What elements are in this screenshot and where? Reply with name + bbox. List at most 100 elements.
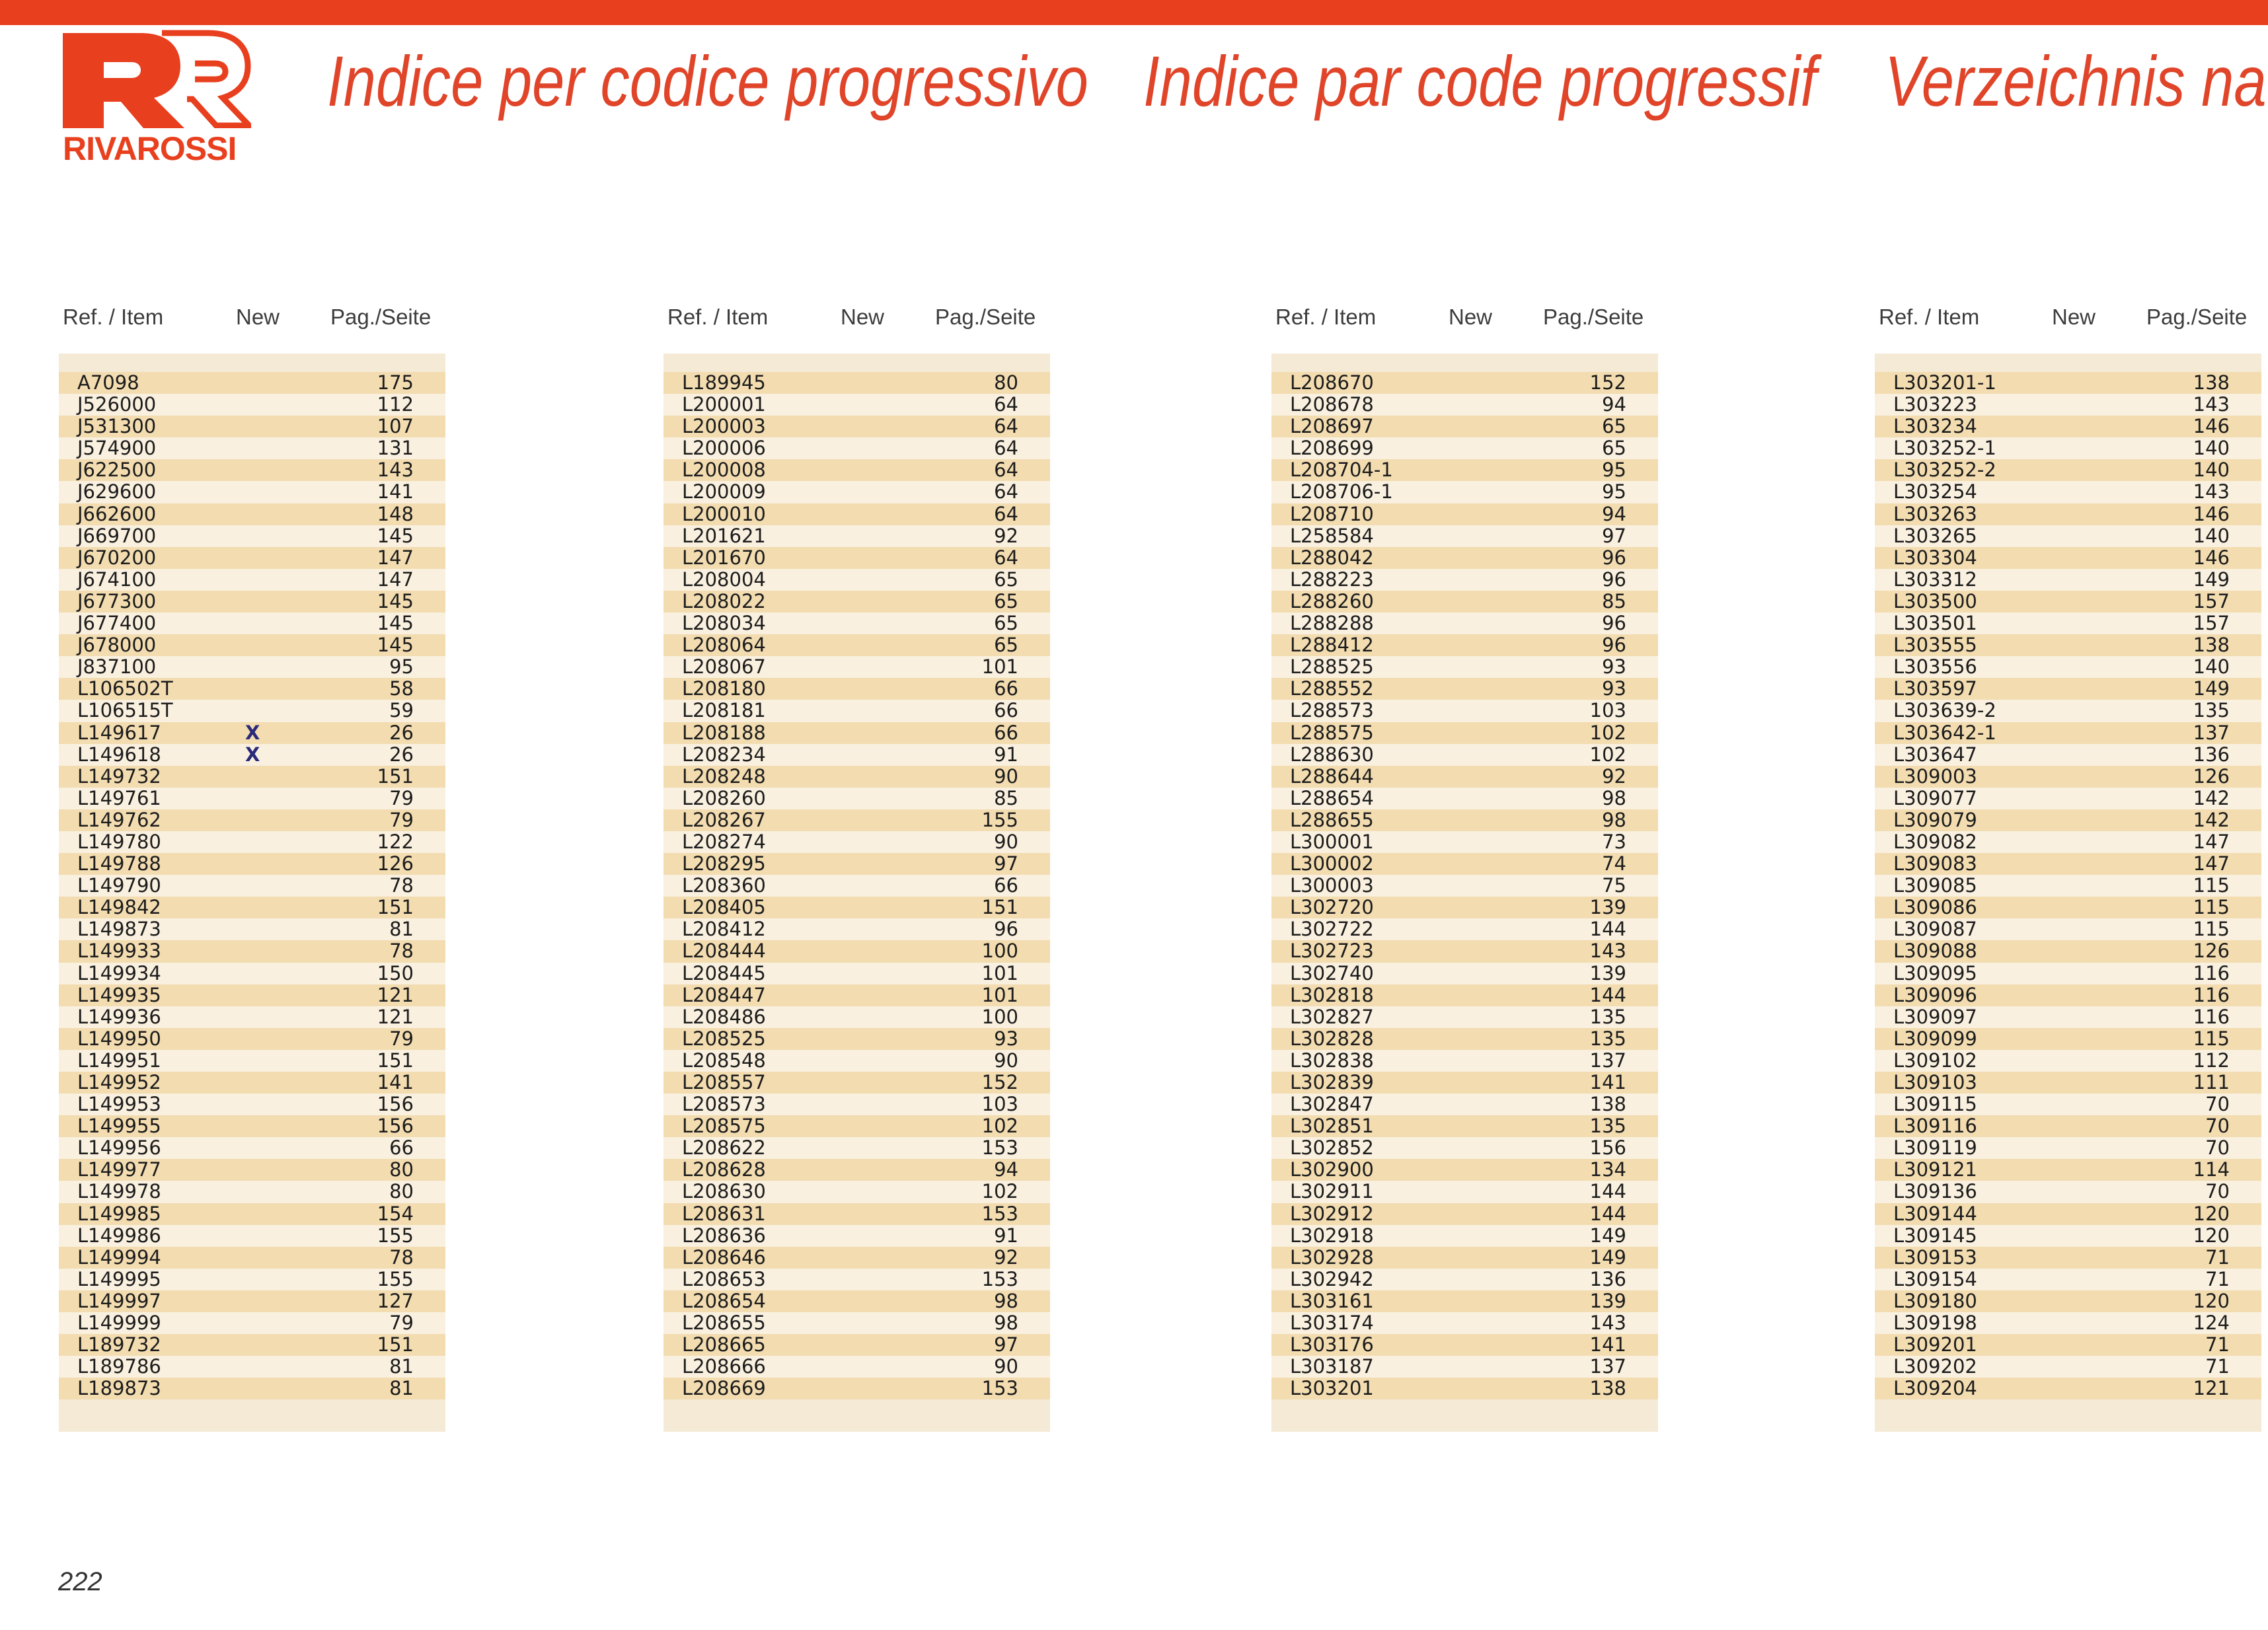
table-row: L208234 91: [663, 743, 1050, 766]
table-row: L208669 153: [663, 1378, 1050, 1400]
table-row: L208575 102: [663, 1115, 1050, 1138]
page-ref: 74: [1602, 852, 1626, 875]
page-ref: 140: [2193, 459, 2230, 482]
page-ref: 135: [1589, 1005, 1626, 1028]
item-code: L302942: [1290, 1267, 1374, 1290]
page-ref: 107: [377, 415, 414, 438]
item-code: L208267: [682, 808, 766, 831]
page-ref: 97: [1602, 524, 1626, 547]
table-row: L201621 92: [663, 525, 1050, 547]
page-ref: 151: [377, 764, 414, 788]
table-row: L309202 71: [1875, 1356, 2261, 1378]
table-row: L208405 151: [663, 897, 1050, 919]
page-ref: 139: [1589, 961, 1626, 984]
item-code: L208248: [682, 764, 766, 788]
page-ref: 116: [2193, 983, 2230, 1006]
item-code: L200008: [682, 459, 766, 482]
table-row: L208655 98: [663, 1312, 1050, 1335]
item-code: J526000: [77, 393, 157, 416]
item-code: J677400: [77, 612, 157, 635]
page-ref: 148: [377, 502, 414, 525]
brand-name: RIVAROSSI: [63, 130, 237, 167]
table-row: L208622 153: [663, 1137, 1050, 1160]
page-ref: 95: [389, 655, 414, 679]
page-ref: 64: [994, 437, 1018, 460]
item-code: L302740: [1290, 961, 1374, 984]
table-row: L149999 79: [59, 1312, 445, 1335]
page-ref: 94: [1602, 502, 1626, 525]
item-code: L208665: [682, 1333, 766, 1356]
page-ref: 65: [994, 568, 1018, 591]
table-row: L106515T 59: [59, 700, 445, 722]
table-row: J670200 147: [59, 546, 445, 569]
item-code: L302839: [1290, 1071, 1374, 1093]
table-row: L309088 126: [1875, 940, 2261, 963]
page-ref: 137: [1589, 1049, 1626, 1072]
table-row: L302851 135: [1271, 1115, 1658, 1138]
table-row: L208665 97: [663, 1334, 1050, 1356]
page-ref: 92: [994, 524, 1018, 547]
table-row: L302722 144: [1271, 918, 1658, 941]
item-code: J677300: [77, 589, 157, 612]
item-code: L309088: [1893, 940, 1977, 963]
table-row: L208631 153: [663, 1203, 1050, 1225]
page-ref: 135: [1589, 1115, 1626, 1138]
page-ref: 120: [2193, 1289, 2230, 1312]
table-row: L208067 101: [663, 656, 1050, 679]
table-row: L149618 X 26: [59, 743, 445, 766]
table-row: L208034 65: [663, 612, 1050, 635]
table-row: L149934 150: [59, 962, 445, 984]
item-code: L309102: [1893, 1049, 1977, 1072]
item-code: L208181: [682, 699, 766, 722]
table-row: L300002 74: [1271, 852, 1658, 875]
item-code: L208447: [682, 983, 766, 1006]
page-ref: 120: [2193, 1224, 2230, 1247]
page-ref: 121: [377, 1005, 414, 1028]
page-ref: 97: [994, 1333, 1018, 1356]
table-row: L208447 101: [663, 984, 1050, 1006]
item-code: L309145: [1893, 1224, 1977, 1247]
table-row: L208670 152: [1271, 371, 1658, 394]
page-ref: 80: [389, 1158, 414, 1181]
page-ref: 95: [1602, 480, 1626, 503]
item-code: L288260: [1290, 589, 1374, 612]
item-code: L309099: [1893, 1027, 1977, 1050]
table-row: L309198 124: [1875, 1312, 2261, 1335]
page-ref: 141: [1589, 1333, 1626, 1356]
header-ref-item: Ref. / Item: [1879, 305, 1980, 329]
item-code: L303252-1: [1893, 437, 1996, 460]
page-ref: 80: [389, 1180, 414, 1203]
page-ref: 138: [1589, 1377, 1626, 1400]
page-ref: 146: [2193, 415, 2230, 438]
page-ref: 112: [377, 393, 414, 416]
table-row: L208295 97: [663, 852, 1050, 875]
page-ref: 155: [377, 1267, 414, 1290]
item-code: L309096: [1893, 983, 1977, 1006]
table-row: L149936 121: [59, 1006, 445, 1028]
item-code: L258584: [1290, 524, 1374, 547]
table-row: L200003 64: [663, 416, 1050, 438]
item-code: L201670: [682, 546, 766, 569]
table-row: L302911 144: [1271, 1181, 1658, 1203]
item-code: L208360: [682, 874, 766, 897]
item-code: L303555: [1893, 634, 1977, 657]
item-code: L149953: [77, 1093, 161, 1116]
table-row: L303187 137: [1271, 1356, 1658, 1378]
item-code: L208653: [682, 1267, 766, 1290]
item-code: L303642-1: [1893, 721, 1996, 744]
page-ref: 147: [377, 546, 414, 569]
table-row: L309087 115: [1875, 918, 2261, 941]
page-ref: 146: [2193, 502, 2230, 525]
table-row: L208267 155: [663, 809, 1050, 831]
table-row: L208636 91: [663, 1224, 1050, 1247]
page-ref: 26: [389, 721, 414, 744]
item-code: L208022: [682, 589, 766, 612]
header-new: New: [1449, 305, 1493, 329]
page-ref: 134: [1589, 1158, 1626, 1181]
item-code: L149955: [77, 1115, 161, 1138]
item-code: L309082: [1893, 830, 1977, 853]
page-ref: 66: [389, 1136, 414, 1160]
page-ref: 156: [377, 1093, 414, 1116]
item-code: L208636: [682, 1224, 766, 1247]
page-ref: 79: [389, 786, 414, 809]
